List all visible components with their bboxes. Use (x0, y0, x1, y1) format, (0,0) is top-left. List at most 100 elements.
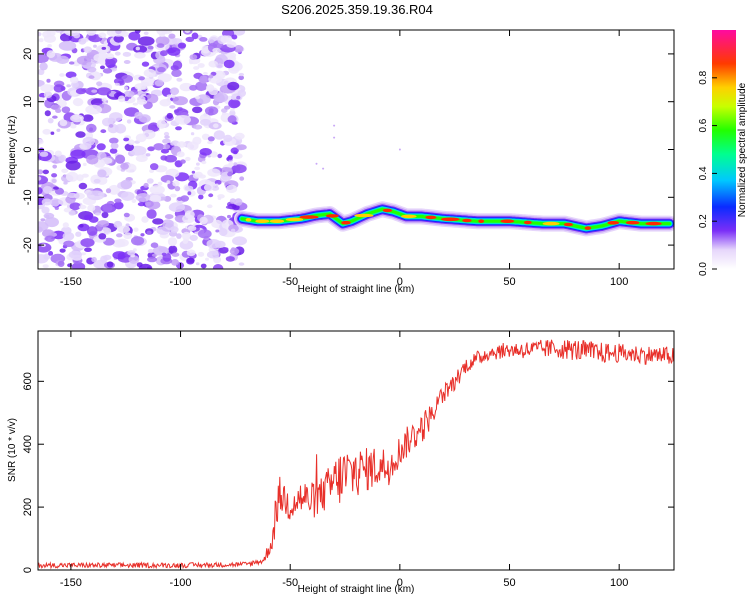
noise-blob (96, 87, 112, 96)
y-tick-label: 0 (22, 567, 34, 573)
noise-blob (185, 156, 191, 162)
noise-blob (239, 176, 245, 181)
trace-peak (285, 217, 304, 222)
noise-blob (38, 68, 45, 76)
noise-blob (133, 227, 139, 232)
trace-peak (625, 220, 640, 225)
noise-blob (209, 39, 215, 44)
snr-series-line (38, 339, 674, 570)
noise-blob (190, 132, 195, 136)
noise-blob (73, 32, 81, 39)
colorbar-tick-label: 0.2 (698, 214, 709, 228)
noise-blob (176, 77, 183, 82)
noise-blob (138, 76, 145, 81)
snr-x-label: Height of straight line (km) (298, 584, 415, 595)
noise-blob (86, 123, 97, 133)
noise-blob (223, 134, 233, 142)
colorbar-tick-label: 0.8 (698, 70, 709, 84)
noise-blob (168, 245, 178, 254)
noise-blob (217, 153, 223, 159)
noise-blob (79, 224, 84, 228)
noise-blob (39, 151, 49, 157)
noise-blob (146, 209, 157, 219)
spectrogram-y-label: Frequency (Hz) (7, 116, 18, 185)
noise-blob (160, 50, 168, 57)
noise-blob (123, 232, 132, 240)
noise-blob (197, 229, 212, 239)
noise-blob (62, 231, 75, 241)
trace-peak (563, 222, 574, 227)
x-tick-label: 0 (397, 276, 403, 288)
noise-blob (203, 183, 214, 192)
noise-blob (126, 119, 132, 124)
noise-blob (120, 162, 129, 170)
noise-blob (115, 30, 122, 35)
noise-blob (161, 252, 167, 256)
noise-blob (180, 195, 189, 202)
noise-blob (176, 141, 187, 148)
noise-blob (55, 30, 62, 33)
noise-blob (56, 128, 61, 132)
colorbar-ticks: 0.0 0.2 0.4 0.6 0.8 (698, 70, 717, 276)
noise-blob (199, 148, 212, 156)
noise-blob (114, 198, 122, 203)
noise-blob (128, 255, 140, 264)
y-tick-label: -10 (22, 189, 34, 205)
noise-blob (206, 250, 220, 259)
noise-blob (152, 218, 164, 225)
trace-speck (315, 162, 318, 165)
noise-blob (161, 219, 174, 229)
noise-blob (225, 205, 232, 209)
noise-blob (123, 96, 129, 102)
trace-peak (382, 208, 393, 213)
trace-peak (255, 219, 270, 223)
noise-blob (169, 105, 176, 109)
noise-blob (113, 201, 124, 210)
noise-blob (104, 53, 115, 60)
noise-blob (174, 115, 191, 125)
noise-blob (38, 226, 43, 233)
noise-blob (225, 256, 235, 262)
noise-blob (38, 32, 42, 37)
noise-blob (213, 130, 225, 140)
noise-blob (51, 173, 58, 178)
noise-blob (159, 32, 166, 37)
noise-blob (82, 162, 87, 167)
noise-blob (43, 91, 53, 99)
noise-blob (38, 54, 49, 64)
noise-blob (41, 198, 53, 206)
noise-blob (194, 166, 201, 171)
noise-blob (59, 248, 66, 253)
noise-blob (38, 169, 44, 175)
noise-blob (207, 136, 215, 142)
noise-blob (112, 239, 126, 248)
noise-blob (87, 204, 96, 212)
noise-blob (186, 257, 195, 265)
noise-blob (48, 251, 54, 256)
noise-blob (167, 47, 181, 56)
colorbar-tick-label: 0.0 (698, 262, 709, 276)
noise-blob (42, 31, 52, 38)
noise-blob (235, 48, 241, 53)
noise-blob (170, 193, 177, 198)
noise-blob (171, 252, 180, 257)
x-tick-label: -50 (282, 577, 298, 589)
noise-blob (134, 30, 141, 34)
noise-blob (220, 35, 230, 44)
noise-blob (134, 111, 143, 119)
noise-blob (70, 149, 86, 159)
colorbar-tick-label: 0.6 (698, 118, 709, 132)
noise-blob (59, 119, 68, 127)
noise-blob (189, 54, 198, 60)
noise-blob (156, 30, 168, 36)
noise-blob (170, 226, 179, 233)
noise-blob (145, 200, 161, 210)
noise-blob (230, 228, 236, 233)
noise-blob (114, 82, 120, 86)
noise-blob (61, 106, 71, 114)
noise-blob (50, 104, 61, 111)
noise-blob (140, 233, 145, 237)
trace-peak (245, 218, 252, 222)
noise-blob (121, 74, 133, 83)
